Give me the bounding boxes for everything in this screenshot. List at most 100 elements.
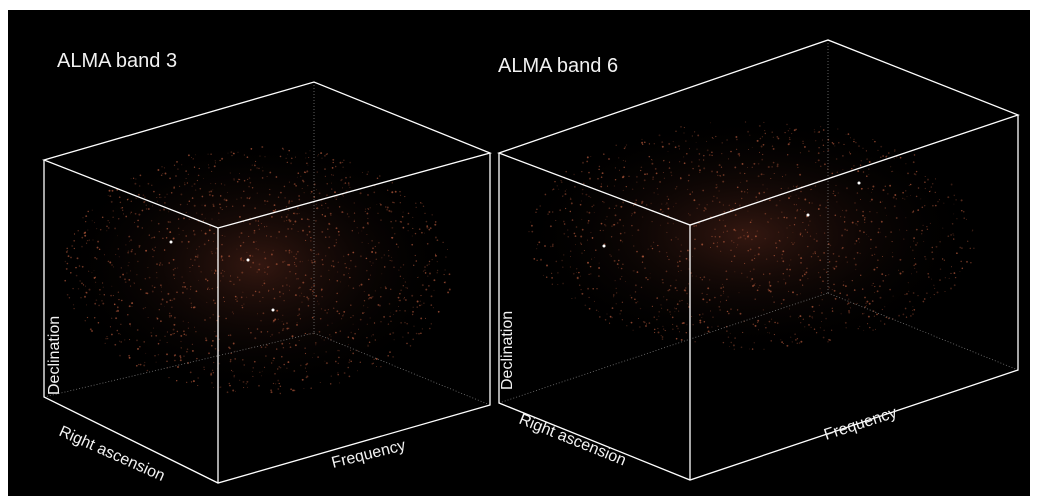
noise-point	[288, 200, 291, 202]
noise-point	[169, 221, 172, 223]
noise-point	[272, 319, 275, 322]
noise-point	[802, 318, 804, 320]
noise-point	[122, 213, 124, 215]
noise-point	[299, 286, 301, 289]
noise-point	[836, 171, 838, 173]
noise-point	[349, 176, 351, 178]
noise-point	[685, 140, 687, 142]
noise-point	[602, 229, 604, 232]
noise-point	[256, 328, 259, 330]
noise-point	[164, 172, 167, 175]
noise-point	[190, 381, 193, 383]
noise-point	[909, 195, 911, 197]
noise-point	[878, 228, 880, 230]
noise-point	[611, 316, 613, 319]
noise-point	[308, 219, 310, 221]
noise-point	[698, 158, 701, 161]
noise-point	[70, 256, 72, 259]
noise-point	[715, 135, 717, 138]
noise-point	[219, 195, 222, 197]
noise-point	[747, 167, 748, 168]
noise-point	[678, 271, 679, 272]
noise-point	[315, 253, 317, 256]
noise-point	[304, 171, 307, 174]
noise-point	[416, 306, 418, 308]
noise-point	[342, 161, 344, 163]
noise-point	[218, 362, 221, 365]
noise-point	[613, 259, 616, 262]
noise-point	[697, 134, 700, 137]
noise-point	[605, 225, 607, 227]
noise-point	[902, 270, 904, 273]
noise-point	[311, 261, 314, 264]
noise-point	[220, 183, 222, 185]
noise-point	[950, 287, 952, 290]
noise-point	[843, 143, 845, 145]
noise-point	[168, 377, 170, 379]
noise-point	[161, 166, 163, 168]
noise-point	[558, 188, 560, 190]
noise-point	[792, 231, 794, 233]
noise-point	[635, 301, 637, 304]
noise-point	[864, 217, 866, 219]
noise-point	[862, 147, 864, 149]
noise-point	[367, 294, 370, 297]
noise-point	[749, 221, 752, 224]
noise-point	[365, 208, 367, 210]
noise-point	[289, 285, 291, 287]
noise-point	[653, 192, 655, 194]
noise-point	[767, 288, 770, 291]
noise-point	[857, 170, 860, 173]
noise-point	[348, 216, 350, 218]
noise-point	[120, 207, 122, 209]
noise-point	[758, 124, 761, 127]
noise-point	[651, 305, 654, 307]
noise-point	[265, 235, 268, 237]
noise-point	[683, 289, 686, 291]
noise-point	[738, 292, 740, 294]
noise-point	[800, 190, 802, 193]
noise-point	[214, 302, 216, 304]
noise-point	[212, 372, 215, 374]
noise-point	[874, 328, 877, 330]
noise-point	[726, 278, 728, 281]
noise-point	[706, 204, 708, 206]
noise-point	[910, 246, 912, 248]
noise-point	[703, 167, 706, 170]
noise-point	[869, 211, 871, 213]
noise-point	[531, 230, 534, 233]
noise-point	[162, 173, 164, 175]
noise-point	[448, 288, 451, 291]
noise-point	[732, 344, 735, 347]
noise-point	[296, 278, 298, 280]
noise-point	[815, 162, 817, 163]
noise-point	[715, 183, 718, 186]
noise-point	[941, 258, 944, 260]
noise-point	[794, 217, 797, 219]
noise-point	[315, 203, 317, 205]
noise-point	[220, 255, 223, 258]
noise-point	[872, 139, 874, 140]
noise-point	[425, 220, 428, 223]
noise-point	[841, 246, 844, 249]
noise-point	[585, 193, 588, 196]
noise-point	[606, 185, 609, 187]
noise-point	[231, 311, 234, 313]
noise-point	[139, 363, 142, 366]
noise-point	[424, 266, 426, 268]
noise-point	[73, 307, 75, 310]
noise-point	[809, 220, 811, 222]
noise-point	[268, 266, 270, 268]
noise-point	[796, 184, 798, 186]
noise-point	[369, 296, 371, 299]
noise-point	[550, 272, 553, 275]
noise-point	[781, 257, 783, 259]
noise-point	[675, 202, 677, 204]
noise-point	[749, 270, 751, 272]
noise-point	[227, 192, 228, 193]
noise-point	[861, 288, 864, 290]
noise-point	[544, 193, 547, 196]
noise-point	[119, 354, 121, 357]
noise-point	[863, 312, 865, 314]
noise-point	[834, 260, 837, 263]
